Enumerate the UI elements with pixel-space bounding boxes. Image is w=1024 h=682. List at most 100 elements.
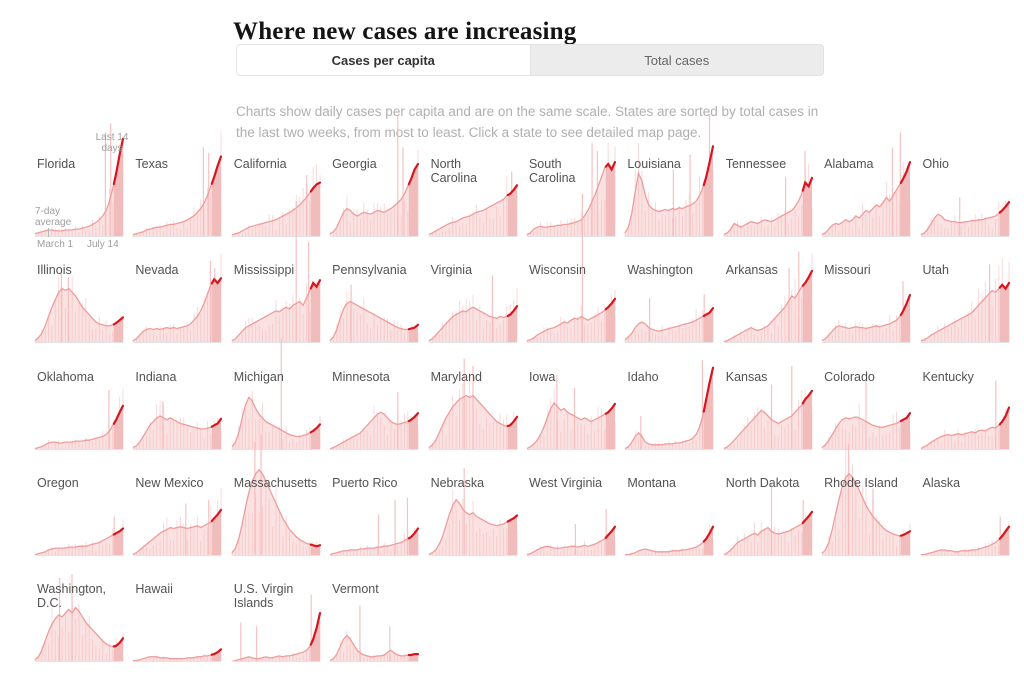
state-chart-cell[interactable]: Illinois bbox=[34, 237, 133, 344]
state-label: Puerto Rico bbox=[332, 475, 398, 490]
state-chart-cell[interactable]: West Virginia bbox=[526, 450, 625, 556]
state-label: New Mexico bbox=[135, 475, 204, 490]
state-sparkline bbox=[231, 594, 321, 663]
state-chart-cell[interactable]: Vermont bbox=[329, 556, 428, 663]
state-chart-cell[interactable]: Wisconsin bbox=[526, 193, 625, 344]
state-chart-cell[interactable]: Kansas bbox=[723, 344, 822, 450]
state-chart-cell[interactable]: Massachusetts bbox=[231, 434, 330, 556]
state-chart-cell[interactable]: Kentucky bbox=[920, 344, 1019, 450]
state-label: Georgia bbox=[332, 157, 377, 171]
state-sparkline bbox=[231, 434, 321, 556]
state-sparkline bbox=[625, 359, 715, 450]
state-sparkline bbox=[329, 115, 420, 237]
state-chart-cell[interactable]: Rhode Island bbox=[821, 443, 920, 556]
state-sparkline bbox=[624, 113, 715, 237]
state-label: North Dakota bbox=[725, 475, 800, 490]
state-sparkline bbox=[723, 482, 813, 556]
state-chart-cell[interactable]: Tennessee bbox=[723, 131, 822, 237]
state-chart-cell[interactable]: Alaska bbox=[920, 450, 1019, 556]
state-label: Missouri bbox=[824, 263, 871, 278]
state-sparkline bbox=[428, 171, 518, 237]
state-label: Maryland bbox=[430, 369, 482, 384]
state-chart-cell[interactable]: Colorado bbox=[821, 344, 920, 450]
state-chart-cell[interactable]: Montana bbox=[625, 450, 723, 556]
state-chart-cell[interactable]: U.S. Virgin Islands bbox=[231, 556, 330, 663]
state-chart-cell[interactable]: Missouri bbox=[821, 237, 920, 344]
tab-total-cases[interactable]: Total cases bbox=[530, 45, 823, 75]
state-label: Pennsylvania bbox=[332, 263, 407, 278]
state-sparkline bbox=[329, 391, 420, 450]
state-sparkline bbox=[34, 388, 125, 450]
page-title: Where new cases are increasing bbox=[233, 17, 577, 45]
state-chart-cell[interactable]: Maryland bbox=[428, 344, 527, 450]
state-chart-cell[interactable]: Nevada bbox=[132, 237, 231, 344]
state-chart-cell[interactable]: California bbox=[231, 131, 330, 237]
state-label: Wisconsin bbox=[528, 263, 586, 278]
state-sparkline bbox=[920, 380, 1010, 450]
state-label: Oklahoma bbox=[37, 369, 94, 384]
state-chart-cell[interactable]: Alabama bbox=[821, 131, 920, 237]
state-label: Michigan bbox=[233, 369, 284, 384]
state-sparkline bbox=[428, 467, 518, 556]
state-sparkline bbox=[231, 201, 321, 344]
state-label: Washington bbox=[627, 263, 693, 278]
state-chart-cell[interactable]: Mississippi bbox=[231, 201, 330, 344]
axis-label-start: March 1 bbox=[37, 239, 74, 250]
state-sparkline bbox=[723, 251, 813, 344]
state-label: Florida bbox=[37, 157, 76, 171]
state-sparkline bbox=[821, 132, 912, 237]
state-chart-cell[interactable]: South Carolina bbox=[526, 131, 625, 237]
state-charts-grid: Florida Last 14 days 7-day average March… bbox=[34, 113, 1019, 663]
state-chart-cell[interactable]: Idaho bbox=[625, 344, 723, 450]
state-chart-cell[interactable]: Hawaii bbox=[133, 556, 231, 663]
tab-cases-per-capita[interactable]: Cases per capita bbox=[237, 45, 531, 75]
state-label: Nevada bbox=[135, 263, 179, 278]
state-sparkline bbox=[920, 258, 1010, 344]
state-sparkline bbox=[231, 164, 321, 237]
state-sparkline bbox=[329, 285, 420, 344]
state-label: Idaho bbox=[627, 369, 659, 384]
state-label: Illinois bbox=[37, 263, 72, 278]
state-sparkline bbox=[526, 142, 617, 237]
state-chart-cell[interactable]: Georgia bbox=[329, 115, 428, 237]
state-chart-cell[interactable]: Oregon bbox=[34, 450, 133, 556]
state-sparkline bbox=[428, 275, 518, 344]
state-sparkline bbox=[920, 197, 1010, 237]
state-chart-cell[interactable]: Iowa bbox=[526, 344, 625, 450]
state-label: Colorado bbox=[824, 369, 875, 384]
state-chart-cell[interactable]: New Mexico bbox=[133, 450, 231, 556]
state-chart-cell[interactable]: Minnesota bbox=[329, 344, 428, 450]
view-toggle: Cases per capita Total cases bbox=[236, 44, 824, 76]
state-chart-cell[interactable]: Puerto Rico bbox=[329, 450, 428, 556]
state-chart-cell[interactable]: Michigan bbox=[231, 337, 330, 450]
state-chart-cell[interactable]: Ohio bbox=[920, 131, 1019, 237]
state-chart-cell[interactable]: Oklahoma bbox=[34, 344, 133, 450]
state-chart-cell[interactable]: Arkansas bbox=[723, 237, 822, 344]
annotation-7-day-average: 7-day average bbox=[35, 206, 72, 228]
state-label: Alaska bbox=[922, 475, 961, 490]
state-label: Hawaii bbox=[135, 582, 173, 597]
state-chart-cell[interactable]: North Dakota bbox=[723, 450, 822, 556]
state-chart-cell[interactable]: Indiana bbox=[132, 344, 231, 450]
state-chart-cell[interactable]: Washington bbox=[624, 237, 723, 344]
state-sparkline bbox=[132, 131, 223, 237]
state-sparkline bbox=[624, 294, 715, 344]
state-sparkline bbox=[920, 516, 1010, 556]
state-sparkline bbox=[625, 524, 715, 556]
state-chart-cell[interactable]: Nebraska bbox=[428, 450, 527, 556]
state-sparkline bbox=[526, 374, 617, 450]
state-chart-cell[interactable]: Louisiana bbox=[624, 113, 723, 237]
state-sparkline bbox=[133, 647, 223, 663]
state-chart-cell[interactable]: Utah bbox=[920, 237, 1019, 344]
state-sparkline bbox=[821, 443, 912, 556]
state-chart-cell[interactable]: North Carolina bbox=[428, 131, 527, 237]
state-sparkline bbox=[723, 150, 813, 237]
state-chart-cell[interactable]: Florida Last 14 days 7-day average March… bbox=[34, 123, 133, 250]
state-chart-cell[interactable]: Texas bbox=[132, 131, 231, 237]
state-sparkline bbox=[132, 400, 223, 450]
state-label: Ohio bbox=[922, 157, 949, 171]
state-chart-cell[interactable]: Virginia bbox=[428, 237, 527, 344]
state-chart-cell[interactable]: Pennsylvania bbox=[329, 237, 428, 344]
state-chart-cell[interactable]: Washington, D.C. bbox=[34, 556, 133, 663]
state-label: Louisiana bbox=[627, 157, 681, 171]
